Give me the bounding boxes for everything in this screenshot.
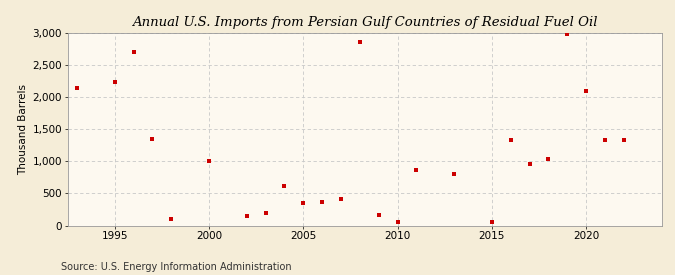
Point (298, 201, 308, 205)
Point (72, 85, 82, 90)
Point (449, 172, 460, 176)
Point (411, 168, 422, 172)
Point (128, 50, 139, 54)
Text: Source: U.S. Energy Information Administration: Source: U.S. Energy Information Administ… (61, 262, 292, 272)
Point (354, 40, 365, 44)
Point (543, 156, 554, 161)
Point (524, 162, 535, 166)
Point (241, 214, 252, 218)
Point (166, 217, 177, 221)
Point (506, 138, 516, 142)
Point (562, 32, 572, 37)
Point (204, 159, 215, 164)
Point (147, 137, 158, 141)
Point (335, 197, 346, 201)
Title: Annual U.S. Imports from Persian Gulf Countries of Residual Fuel Oil: Annual U.S. Imports from Persian Gulf Co… (132, 16, 597, 29)
Point (392, 219, 403, 224)
Point (373, 213, 384, 218)
Point (260, 210, 271, 215)
Point (618, 137, 629, 142)
Point (580, 89, 591, 93)
Point (317, 200, 327, 205)
Point (279, 183, 290, 188)
Point (487, 219, 497, 224)
Point (109, 80, 120, 85)
Y-axis label: Thousand Barrels: Thousand Barrels (18, 84, 28, 175)
Point (599, 138, 610, 142)
